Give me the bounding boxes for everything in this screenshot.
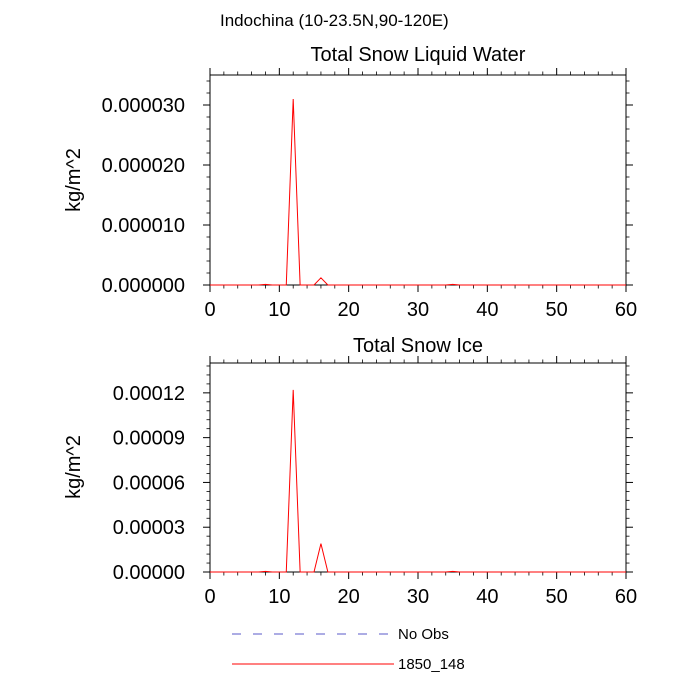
y-tick-label: 0.00012 (113, 383, 185, 405)
x-tick-label: 10 (268, 586, 290, 608)
plot-frame (209, 362, 627, 573)
y-tick-label: 0.00006 (113, 472, 185, 494)
y-tick-label: 0.000010 (102, 215, 185, 237)
x-tick-label: 30 (407, 299, 429, 321)
panel-1: Total Snow Liquid Water kg/m^2 0 10 20 30 40 50… (63, 44, 637, 321)
x-tick-label: 0 (204, 586, 215, 608)
panel-title: Total Snow Liquid Water (311, 44, 526, 66)
y-tick-label: 0.00003 (113, 517, 185, 539)
panel-title: Total Snow Ice (353, 335, 483, 357)
plot-frame (209, 74, 627, 286)
x-tick-label: 40 (476, 299, 498, 321)
x-tick-label: 60 (615, 586, 637, 608)
x-tick-label: 20 (338, 586, 360, 608)
y-tick-label: 0.000020 (102, 155, 185, 177)
x-tick-label: 50 (546, 586, 568, 608)
x-tick-label: 0 (204, 299, 215, 321)
region-label: Indochina (10-23.5N,90-120E) (220, 11, 449, 30)
y-axis-label: kg/m^2 (63, 435, 85, 499)
series-line-1850_148 (210, 389, 626, 573)
y-tick-label: 0.000030 (102, 95, 185, 117)
panel-2: Total Snow Ice kg/m^2 0 10 20 30 40 50 60 0.00000… (63, 335, 637, 608)
y-tick-label: 0.00000 (113, 562, 185, 584)
x-tick-label: 10 (268, 299, 290, 321)
x-tick-label: 40 (476, 586, 498, 608)
panels: Total Snow Liquid Water kg/m^2 0 10 20 30 40 50… (63, 44, 637, 608)
x-tick-label: 60 (615, 299, 637, 321)
y-axis-label: kg/m^2 (63, 148, 85, 212)
legend-label: 1850_148 (398, 656, 465, 673)
series-line-1850_148 (210, 98, 626, 286)
x-tick-label: 50 (546, 299, 568, 321)
x-tick-label: 30 (407, 586, 429, 608)
y-tick-label: 0.00009 (113, 428, 185, 450)
legend: No Obs 1850_148 (232, 626, 465, 673)
y-tick-label: 0.000000 (102, 275, 185, 297)
legend-label: No Obs (398, 626, 449, 643)
x-tick-label: 20 (338, 299, 360, 321)
